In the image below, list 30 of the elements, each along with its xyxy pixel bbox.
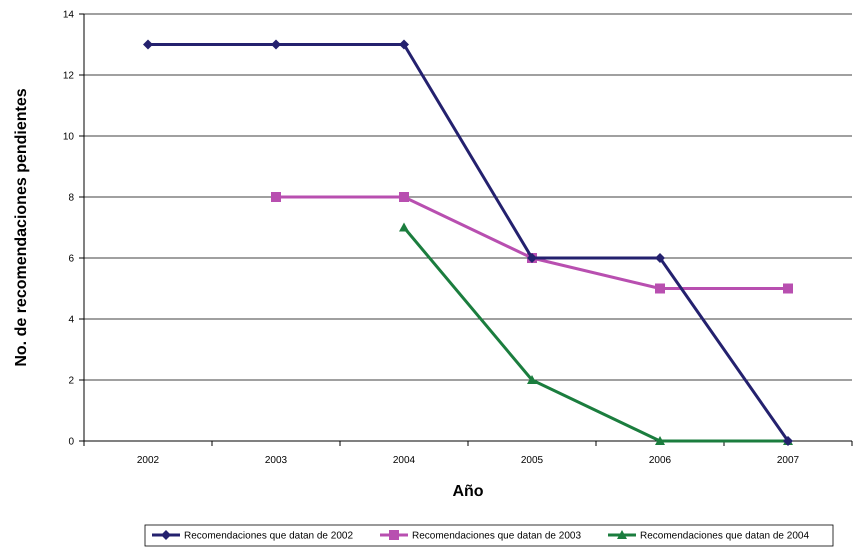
legend-label: Recomendaciones que datan de 2002 [184, 530, 354, 542]
point [271, 40, 281, 50]
point [527, 375, 537, 384]
point [399, 40, 409, 50]
legend-label: Recomendaciones que datan de 2004 [640, 530, 810, 542]
x-tick-label: 2005 [520, 455, 544, 466]
point [655, 436, 665, 445]
point [399, 222, 409, 232]
point [143, 40, 153, 50]
x-tick-label: 2007 [776, 455, 800, 466]
x-tick-label: 2002 [136, 455, 160, 466]
legend-label: Recomendaciones que datan de 2003 [412, 530, 582, 542]
x-tick-label: 2006 [648, 455, 672, 466]
y-tick-label: 8 [68, 192, 74, 204]
y-tick-label: 6 [68, 254, 74, 264]
y-tick-label: 0 [68, 436, 74, 448]
y-tick-label: 4 [68, 314, 74, 326]
y-axis-title: No. de recomendaciones pendientes [13, 88, 30, 367]
x-axis-title: Año [452, 483, 484, 500]
y-tick-label: 14 [62, 10, 74, 20]
point [783, 284, 793, 294]
point [655, 253, 665, 263]
y-tick-label: 12 [62, 70, 74, 82]
point [399, 192, 409, 202]
x-tick-label: 2003 [264, 455, 288, 466]
y-tick-label: 2 [68, 376, 74, 386]
x-tick-label: 2004 [392, 455, 416, 466]
point [655, 284, 665, 294]
y-tick-label: 10 [62, 132, 74, 142]
point [271, 192, 281, 202]
